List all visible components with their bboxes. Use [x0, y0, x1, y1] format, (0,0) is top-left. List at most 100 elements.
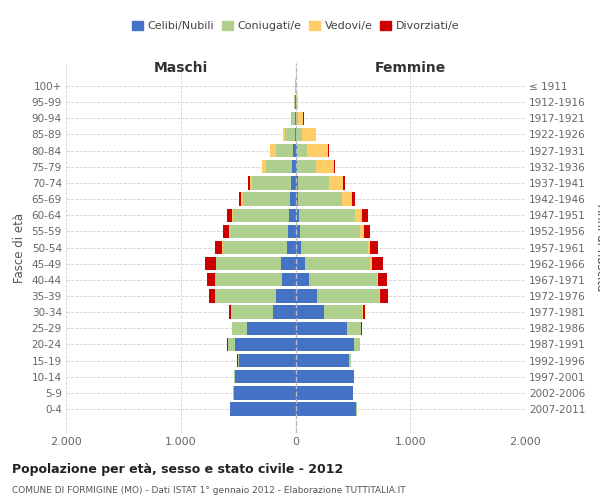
Bar: [296, 192, 298, 205]
Text: COMUNE DI FORMIGINE (MO) - Dati ISTAT 1° gennaio 2012 - Elaborazione TUTTITALIA.: COMUNE DI FORMIGINE (MO) - Dati ISTAT 1°…: [12, 486, 406, 495]
Bar: [296, 273, 309, 286]
Bar: [296, 386, 353, 400]
Bar: [362, 306, 365, 318]
Bar: [361, 224, 364, 238]
Bar: [296, 370, 354, 384]
Bar: [205, 257, 216, 270]
Bar: [239, 192, 241, 205]
Text: Femmine: Femmine: [374, 60, 446, 74]
Bar: [231, 306, 272, 318]
Bar: [223, 241, 287, 254]
Bar: [298, 192, 342, 205]
Text: Popolazione per età, sesso e stato civile - 2012: Popolazione per età, sesso e stato civil…: [12, 462, 343, 475]
Bar: [324, 306, 362, 318]
Bar: [342, 192, 352, 205]
Text: Maschi: Maschi: [154, 60, 208, 74]
Y-axis label: Anni di nascita: Anni di nascita: [594, 204, 600, 291]
Bar: [296, 257, 305, 270]
Bar: [272, 306, 296, 318]
Bar: [241, 192, 243, 205]
Bar: [229, 224, 230, 238]
Bar: [347, 322, 361, 335]
Bar: [282, 273, 296, 286]
Bar: [296, 338, 354, 351]
Bar: [361, 322, 362, 335]
Bar: [301, 241, 368, 254]
Bar: [309, 273, 377, 286]
Bar: [230, 224, 288, 238]
Bar: [207, 273, 215, 286]
Bar: [352, 192, 355, 205]
Bar: [209, 290, 215, 302]
Bar: [328, 144, 329, 157]
Bar: [355, 208, 362, 222]
Bar: [354, 338, 360, 351]
Bar: [228, 338, 235, 351]
Bar: [291, 176, 296, 190]
Bar: [349, 354, 351, 367]
Bar: [276, 144, 293, 157]
Bar: [270, 144, 276, 157]
Bar: [235, 370, 296, 384]
Bar: [379, 290, 380, 302]
Bar: [292, 112, 295, 125]
Bar: [298, 176, 329, 190]
Bar: [292, 160, 296, 173]
Bar: [232, 322, 247, 335]
Bar: [232, 208, 233, 222]
Bar: [296, 96, 298, 108]
Bar: [316, 160, 334, 173]
Bar: [276, 290, 296, 302]
Bar: [380, 290, 388, 302]
Bar: [377, 273, 378, 286]
Bar: [296, 112, 298, 125]
Bar: [305, 257, 370, 270]
Bar: [215, 273, 282, 286]
Bar: [368, 241, 370, 254]
Bar: [296, 241, 301, 254]
Bar: [296, 176, 298, 190]
Bar: [250, 176, 252, 190]
Y-axis label: Fasce di età: Fasce di età: [13, 212, 26, 282]
Bar: [370, 241, 378, 254]
Bar: [299, 208, 355, 222]
Bar: [297, 160, 316, 173]
Bar: [296, 354, 349, 367]
Bar: [296, 290, 317, 302]
Bar: [238, 354, 239, 367]
Bar: [296, 160, 297, 173]
Bar: [217, 257, 281, 270]
Bar: [362, 208, 368, 222]
Bar: [296, 322, 347, 335]
Bar: [223, 224, 229, 238]
Bar: [289, 208, 296, 222]
Bar: [317, 290, 379, 302]
Bar: [266, 160, 292, 173]
Bar: [298, 112, 304, 125]
Bar: [286, 128, 295, 141]
Bar: [299, 224, 361, 238]
Bar: [343, 176, 345, 190]
Bar: [229, 306, 231, 318]
Bar: [364, 224, 370, 238]
Bar: [329, 176, 343, 190]
Bar: [296, 144, 307, 157]
Bar: [233, 386, 296, 400]
Bar: [370, 257, 372, 270]
Bar: [334, 160, 335, 173]
Bar: [293, 144, 296, 157]
Bar: [215, 241, 222, 254]
Bar: [227, 208, 232, 222]
Legend: Celibi/Nubili, Coniugati/e, Vedovi/e, Divorziati/e: Celibi/Nubili, Coniugati/e, Vedovi/e, Di…: [127, 16, 464, 36]
Bar: [296, 224, 299, 238]
Bar: [247, 322, 296, 335]
Bar: [378, 273, 388, 286]
Bar: [288, 224, 296, 238]
Bar: [239, 354, 296, 367]
Bar: [262, 160, 266, 173]
Bar: [372, 257, 383, 270]
Bar: [302, 128, 316, 141]
Bar: [283, 128, 286, 141]
Bar: [215, 290, 276, 302]
Bar: [281, 257, 296, 270]
